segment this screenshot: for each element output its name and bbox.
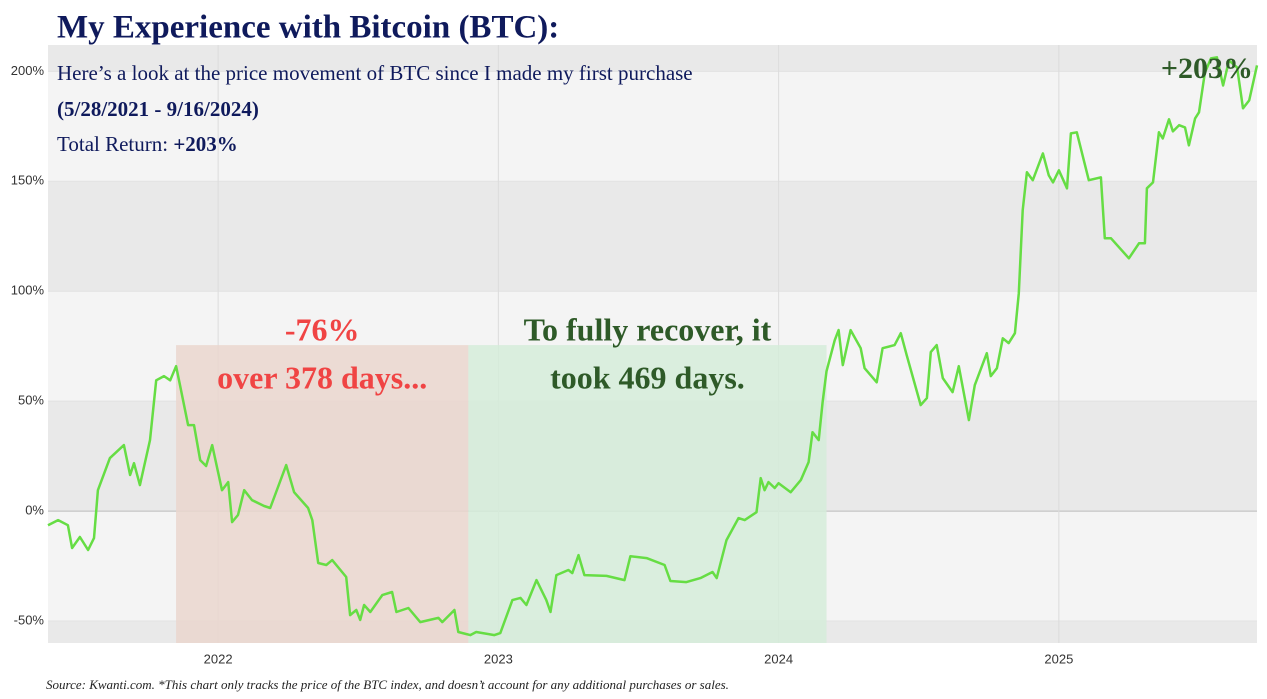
y-tick-label: 0% <box>25 503 44 518</box>
source-note: Source: Kwanti.com. *This chart only tra… <box>46 677 729 692</box>
band <box>48 45 1257 72</box>
band <box>48 181 1257 292</box>
region-label: To fully recover, it <box>524 311 772 347</box>
x-tick-label: 2023 <box>484 651 513 666</box>
x-tick-label: 2025 <box>1044 651 1073 666</box>
region-label: took 469 days. <box>550 359 745 395</box>
plot-area: -50% 0% 50% 100% 150% 200% 2022 2023 2024 2025 -76… <box>11 45 1259 666</box>
header: My Experience with Bitcoin (BTC): Here’s… <box>46 10 729 692</box>
y-tick-label: 150% <box>11 173 45 188</box>
total-return: Total Return: +203% <box>57 132 238 156</box>
x-tick-label: 2022 <box>204 651 233 666</box>
y-tick-label: 100% <box>11 283 45 298</box>
price-line <box>47 56 1259 637</box>
end-label: +203% <box>1161 52 1253 85</box>
region-label: over 378 days... <box>217 359 427 395</box>
total-return-label: Total Return: <box>57 132 168 156</box>
y-tick-label: 200% <box>11 63 45 78</box>
shaded-region <box>468 345 827 643</box>
shaded-region <box>176 345 469 643</box>
y-tick-label: -50% <box>14 612 45 627</box>
total-return-value: +203% <box>173 132 237 156</box>
chart-title: My Experience with Bitcoin (BTC): <box>57 10 559 46</box>
subtitle: Here’s a look at the price movement of B… <box>57 61 693 85</box>
x-tick-label: 2024 <box>764 651 793 666</box>
y-tick-label: 50% <box>18 393 44 408</box>
region-label: -76% <box>285 311 360 347</box>
band <box>48 71 1257 182</box>
date-range: (5/28/2021 - 9/16/2024) <box>57 97 259 121</box>
